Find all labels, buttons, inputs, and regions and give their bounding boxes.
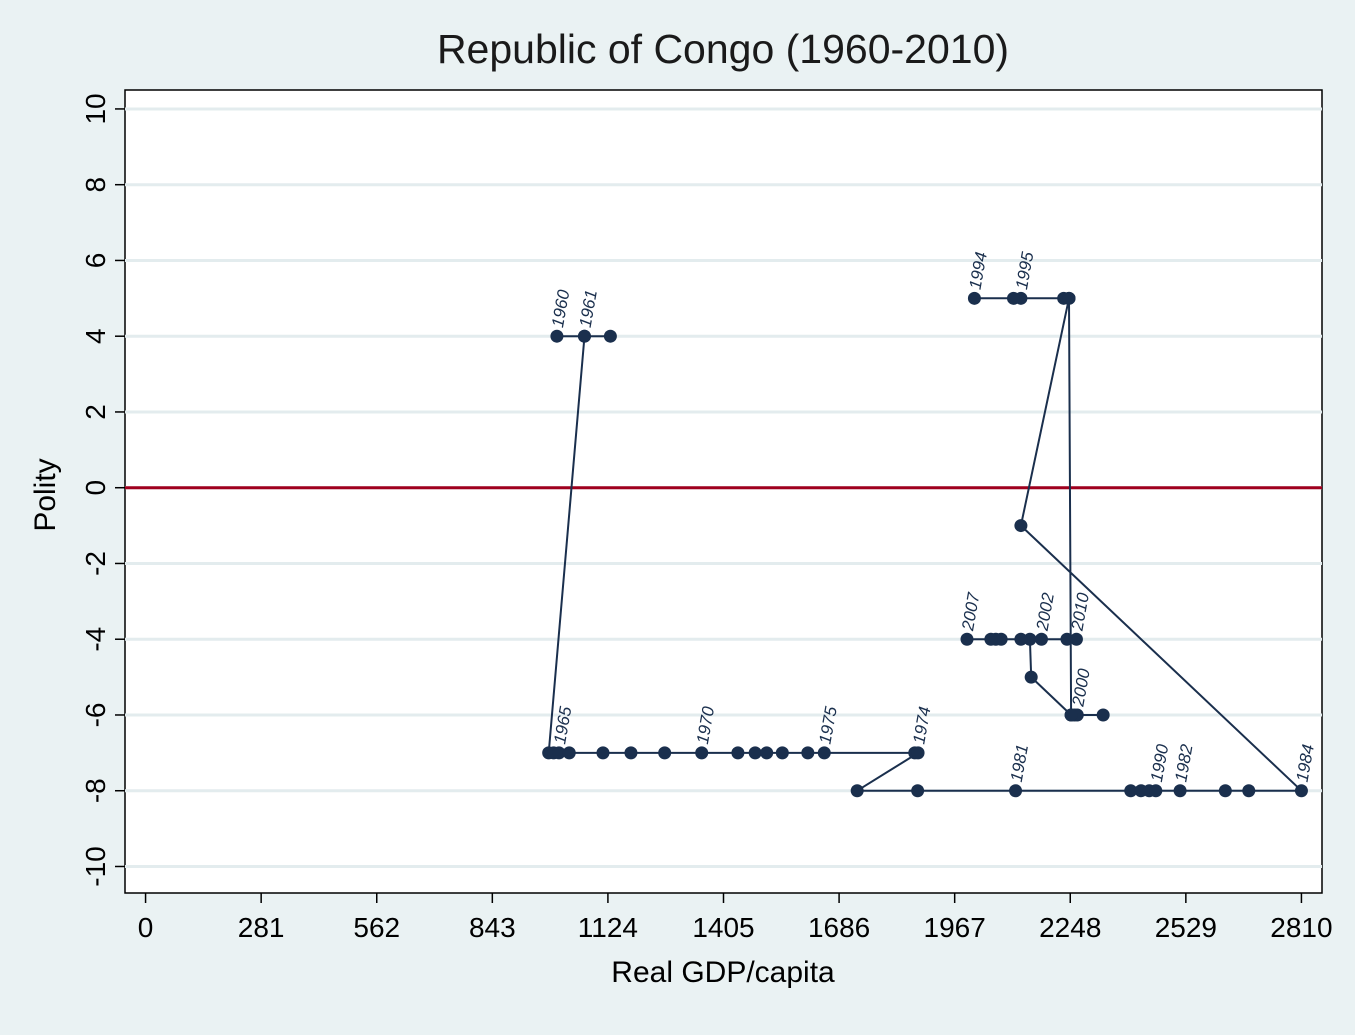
data-point	[1096, 708, 1110, 722]
data-point	[775, 746, 789, 760]
y-tick-label: -8	[80, 778, 111, 803]
data-point	[1124, 784, 1138, 798]
x-tick-label: 1967	[924, 912, 986, 943]
data-point	[552, 746, 566, 760]
y-axis-label: Polity	[29, 458, 62, 531]
data-point	[911, 746, 925, 760]
data-point	[1009, 784, 1023, 798]
data-point	[562, 746, 576, 760]
data-point	[1024, 670, 1038, 684]
y-tick-label: -10	[80, 846, 111, 886]
x-tick-label: 843	[469, 912, 516, 943]
y-tick-label: 0	[80, 480, 111, 496]
y-tick-label: 10	[80, 93, 111, 124]
plot-area	[124, 89, 1323, 894]
data-point	[1242, 784, 1256, 798]
data-point	[967, 291, 981, 305]
data-point	[731, 746, 745, 760]
data-point	[596, 746, 610, 760]
data-point	[1034, 632, 1048, 646]
x-tick-label: 1124	[578, 912, 638, 943]
axes: 10 8 6 4 2 0 -2 -4 -6 -8 -10 0 281 562 843 1124 1405 1686…	[80, 93, 1333, 943]
y-tick-label: 2	[80, 404, 111, 420]
data-point	[1060, 632, 1074, 646]
y-tick-label: -4	[80, 627, 111, 652]
data-point	[801, 746, 815, 760]
x-tick-label: 1405	[692, 912, 754, 943]
data-point	[624, 746, 638, 760]
data-point	[760, 746, 774, 760]
data-points-layer	[542, 291, 1308, 798]
data-point	[850, 784, 864, 798]
data-point	[1062, 291, 1076, 305]
data-point	[748, 746, 762, 760]
x-tick-label: 0	[138, 912, 154, 943]
data-point	[1006, 291, 1020, 305]
data-point	[817, 746, 831, 760]
x-tick-label: 2529	[1155, 912, 1217, 943]
data-point	[658, 746, 672, 760]
data-point	[1064, 708, 1078, 722]
x-tick-label: 2810	[1270, 912, 1332, 943]
data-point	[1014, 519, 1028, 533]
y-tick-label: 6	[80, 253, 111, 269]
chart-title: Republic of Congo (1960-2010)	[437, 26, 1009, 72]
x-tick-label: 281	[238, 912, 285, 943]
data-point	[911, 784, 925, 798]
data-point	[1149, 784, 1163, 798]
data-point	[550, 329, 564, 343]
data-point	[1014, 632, 1028, 646]
x-tick-label: 562	[353, 912, 400, 943]
y-tick-label: 8	[80, 177, 111, 193]
data-point	[1069, 632, 1083, 646]
data-point	[577, 329, 591, 343]
data-point	[1294, 784, 1308, 798]
y-tick-label: -6	[80, 703, 111, 728]
data-point	[984, 632, 998, 646]
data-point	[960, 632, 974, 646]
data-point	[603, 329, 617, 343]
data-point	[1173, 784, 1187, 798]
data-point	[1023, 632, 1037, 646]
y-tick-label: 4	[80, 328, 111, 344]
data-point	[695, 746, 709, 760]
data-point	[1218, 784, 1232, 798]
x-tick-label: 2248	[1039, 912, 1101, 943]
x-tick-label: 1686	[808, 912, 870, 943]
x-axis-label: Real GDP/capita	[611, 956, 835, 989]
y-tick-label: -2	[80, 551, 111, 576]
